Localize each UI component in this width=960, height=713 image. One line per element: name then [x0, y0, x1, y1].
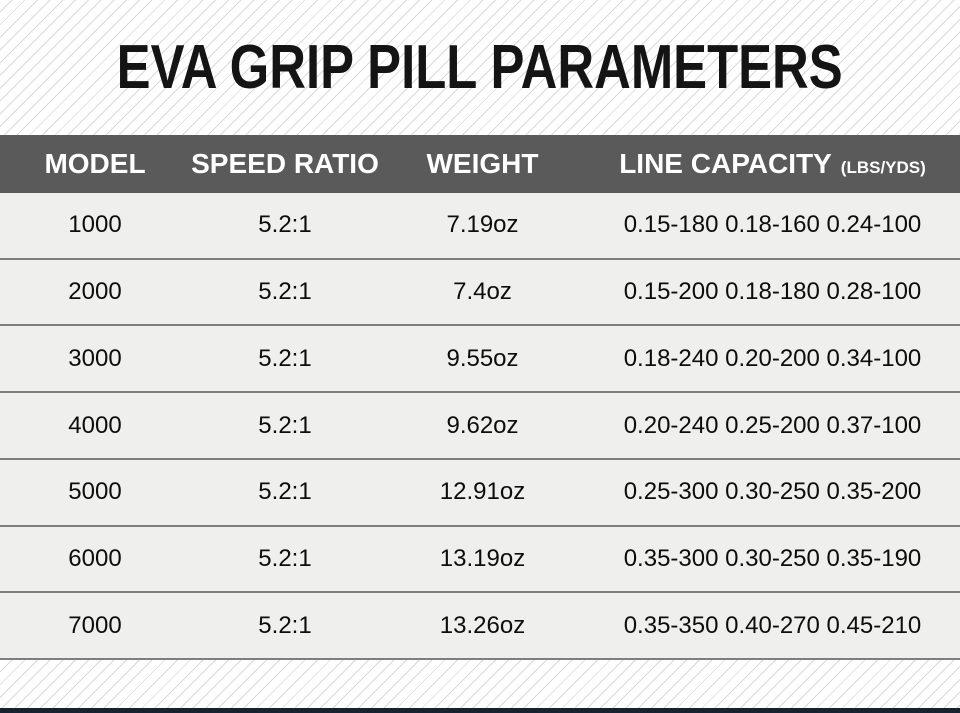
model-value: 6000 — [68, 544, 122, 572]
column-header-weight: WEIGHT — [426, 148, 539, 179]
table-row: 7000 5.2:1 13.26oz 0.35-350 0.40-270 0.4… — [0, 593, 960, 661]
line-capacity-value: 0.18-240 0.20-200 0.34-100 — [623, 344, 922, 372]
weight-value: 12.91oz — [439, 478, 526, 506]
speed-ratio-value: 5.2:1 — [258, 544, 312, 572]
column-header-line-capacity: LINE CAPACITY (LBS/YDS) — [585, 148, 960, 180]
speed-ratio-value: 5.2:1 — [258, 411, 312, 439]
model-value: 5000 — [68, 478, 122, 506]
line-capacity-value: 0.35-350 0.40-270 0.45-210 — [623, 611, 922, 639]
line-capacity-value: 0.20-240 0.25-200 0.37-100 — [623, 411, 922, 439]
table-row: 1000 5.2:1 7.19oz 0.15-180 0.18-160 0.24… — [0, 193, 960, 260]
table-row: 5000 5.2:1 12.91oz 0.25-300 0.30-250 0.3… — [0, 459, 960, 527]
weight-value: 9.62oz — [446, 411, 519, 439]
bottom-accent-bar — [0, 708, 960, 713]
speed-ratio-value: 5.2:1 — [258, 278, 312, 306]
bottom-band — [0, 660, 960, 708]
speed-ratio-value: 5.2:1 — [258, 478, 312, 506]
table-row: 6000 5.2:1 13.19oz 0.35-300 0.30-250 0.3… — [0, 526, 960, 594]
line-capacity-value: 0.15-200 0.18-180 0.28-100 — [623, 278, 922, 306]
line-capacity-value: 0.35-300 0.30-250 0.35-190 — [623, 544, 922, 572]
page-title: EVA GRIP PILL PARAMETERS — [116, 33, 843, 102]
line-capacity-label: LINE CAPACITY — [619, 148, 832, 179]
title-band: EVA GRIP PILL PARAMETERS — [0, 0, 960, 135]
model-value: 2000 — [68, 278, 122, 306]
weight-value: 9.55oz — [446, 344, 519, 372]
table-body: 1000 5.2:1 7.19oz 0.15-180 0.18-160 0.24… — [0, 193, 960, 661]
table-row: 3000 5.2:1 9.55oz 0.18-240 0.20-200 0.34… — [0, 326, 960, 394]
model-value: 1000 — [68, 211, 122, 239]
table-row: 4000 5.2:1 9.62oz 0.20-240 0.25-200 0.37… — [0, 393, 960, 460]
column-header-model: MODEL — [44, 148, 146, 179]
line-capacity-value: 0.15-180 0.18-160 0.24-100 — [623, 211, 922, 239]
weight-value: 13.26oz — [439, 611, 526, 639]
line-capacity-unit: (LBS/YDS) — [840, 158, 926, 177]
weight-value: 13.19oz — [439, 544, 526, 572]
speed-ratio-value: 5.2:1 — [258, 344, 312, 372]
model-value: 7000 — [68, 611, 122, 639]
line-capacity-value: 0.25-300 0.30-250 0.35-200 — [623, 478, 922, 506]
column-header-speed-ratio: SPEED RATIO — [191, 148, 379, 179]
weight-value: 7.4oz — [453, 278, 512, 306]
speed-ratio-value: 5.2:1 — [258, 611, 312, 639]
weight-value: 7.19oz — [446, 211, 519, 239]
model-value: 4000 — [68, 411, 122, 439]
table-row: 2000 5.2:1 7.4oz 0.15-200 0.18-180 0.28-… — [0, 259, 960, 327]
table-header-row: MODEL SPEED RATIO WEIGHT LINE CAPACITY (… — [0, 135, 960, 193]
model-value: 3000 — [68, 344, 122, 372]
speed-ratio-value: 5.2:1 — [258, 211, 312, 239]
